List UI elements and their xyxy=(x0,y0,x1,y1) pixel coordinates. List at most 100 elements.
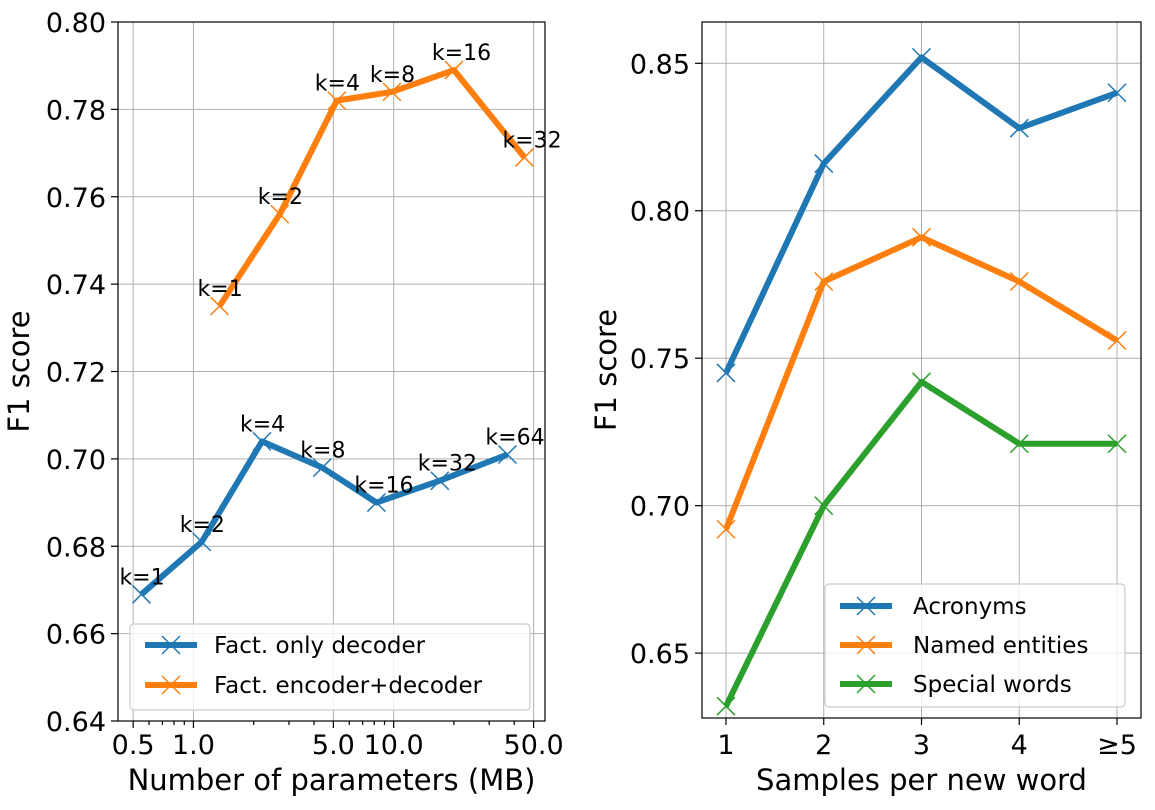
data-point-marker xyxy=(252,431,272,451)
x-tick-label: 50.0 xyxy=(504,730,564,761)
point-annotation: k=1 xyxy=(198,277,243,302)
data-point-marker xyxy=(716,363,736,383)
data-point-marker-stroke-b xyxy=(716,696,736,716)
x-tick-label: 1.0 xyxy=(172,730,215,761)
data-point-marker-stroke-b xyxy=(1107,330,1127,351)
y-tick-label: 0.70 xyxy=(46,445,106,476)
data-point-marker xyxy=(497,444,517,465)
data-point-marker xyxy=(209,296,230,316)
data-point-marker xyxy=(444,60,464,80)
series-line-1 xyxy=(217,67,527,308)
data-point-marker-stroke-b xyxy=(209,296,230,316)
data-point-marker xyxy=(911,47,932,67)
legend-marker-2-stroke-b xyxy=(856,674,876,694)
point-annotation: k=4 xyxy=(240,412,285,437)
legend-label-1: Fact. encoder+decoder xyxy=(214,673,483,699)
data-point-marker-stroke-b xyxy=(430,471,450,491)
data-point-marker xyxy=(911,372,932,392)
legend-marker-0-stroke-b xyxy=(161,635,181,655)
legend: Fact. only decoder Fact. encoder+decoder xyxy=(129,623,531,711)
point-annotation: k=64 xyxy=(485,426,544,451)
legend-frame xyxy=(824,583,1126,708)
y-tick-label: 0.72 xyxy=(46,358,106,389)
legend-label-1: Named entities xyxy=(913,633,1088,659)
data-point-marker-stroke-b xyxy=(1009,118,1029,138)
data-point-marker-stroke-b xyxy=(716,363,736,383)
data-point-marker-stroke-b xyxy=(131,584,151,604)
data-point-marker xyxy=(1107,434,1127,454)
x-tick-label: 4 xyxy=(1011,730,1028,761)
data-point-marker xyxy=(312,458,332,478)
data-point-marker-stroke-b xyxy=(911,227,932,247)
legend-label-2: Special words xyxy=(913,672,1072,698)
y-tick-label: 0.75 xyxy=(630,344,690,375)
data-point-marker xyxy=(1107,330,1127,351)
point-annotation: k=2 xyxy=(180,513,225,538)
data-point-marker-stroke-b xyxy=(1107,83,1127,103)
data-point-marker-stroke-b xyxy=(252,431,272,451)
data-point-marker-stroke-b xyxy=(444,60,464,80)
data-point-marker-stroke-b xyxy=(911,47,932,67)
y-tick-label: 0.78 xyxy=(46,95,106,126)
data-point-marker-stroke-b xyxy=(366,493,386,513)
x-axis-label: Number of parameters (MB) xyxy=(128,763,536,797)
legend-marker-1-stroke-b xyxy=(161,675,181,695)
data-point-marker xyxy=(814,271,834,292)
y-tick-label: 0.85 xyxy=(630,49,690,80)
data-point-marker xyxy=(716,696,736,716)
legend-frame xyxy=(129,623,531,711)
legend-marker-2 xyxy=(856,674,876,694)
data-point-marker-stroke-b xyxy=(1009,434,1029,454)
x-tick-label: 10.0 xyxy=(364,730,424,761)
legend-marker-0-stroke-b xyxy=(856,596,876,616)
legend-marker-1 xyxy=(856,635,876,655)
point-annotation: k=32 xyxy=(418,452,477,477)
left-chart: 0.64 0.66 0.68 0.70 0.72 0.74 0.76 0.78 0.80 0.5 1… xyxy=(2,8,564,797)
legend-marker-1-stroke-b xyxy=(856,635,876,655)
y-tick-label: 0.65 xyxy=(630,639,690,670)
point-annotation: k=1 xyxy=(119,565,164,590)
x-tick-label: 1 xyxy=(717,730,734,761)
y-tick-label: 0.80 xyxy=(630,197,690,228)
data-point-marker xyxy=(514,147,534,167)
data-point-marker xyxy=(1009,434,1029,454)
data-point-marker-stroke-b xyxy=(497,444,517,465)
x-tick-label: 2 xyxy=(815,730,832,761)
x-tick-label: ≥5 xyxy=(1097,730,1137,761)
data-point-marker xyxy=(382,82,402,102)
data-point-marker xyxy=(1107,83,1127,103)
data-point-marker-stroke-b xyxy=(814,496,834,516)
data-point-marker-stroke-b xyxy=(911,372,932,392)
data-point-marker xyxy=(366,493,386,513)
data-point-marker-stroke-b xyxy=(1107,434,1127,454)
legend-marker-0 xyxy=(856,596,876,616)
legend: Acronyms Named entities Special words xyxy=(824,583,1126,708)
data-point-marker-stroke-b xyxy=(814,154,834,174)
data-point-marker xyxy=(814,154,834,174)
data-point-marker xyxy=(131,584,151,604)
data-point-marker-stroke-b xyxy=(327,91,347,111)
point-annotation: k=4 xyxy=(315,72,360,97)
y-tick-label: 0.66 xyxy=(46,620,106,651)
y-tick-label: 0.74 xyxy=(46,270,106,301)
data-point-marker xyxy=(911,227,932,247)
data-point-marker xyxy=(1009,118,1029,138)
data-point-marker-stroke-b xyxy=(1009,271,1029,292)
y-tick-label: 0.76 xyxy=(46,183,106,214)
data-point-marker xyxy=(327,91,347,111)
data-point-marker-stroke-b xyxy=(716,519,736,539)
x-tick-label: 0.5 xyxy=(112,730,155,761)
data-point-marker xyxy=(430,471,450,491)
data-point-marker-stroke-b xyxy=(312,458,332,478)
data-point-marker-stroke-b xyxy=(814,271,834,292)
data-point-marker-stroke-b xyxy=(514,147,534,167)
y-tick-label: 0.70 xyxy=(630,492,690,523)
y-tick-label: 0.68 xyxy=(46,532,106,563)
x-axis-label: Samples per new word xyxy=(756,763,1087,797)
point-annotation: k=16 xyxy=(354,474,413,499)
point-annotation: k=8 xyxy=(370,63,415,88)
legend-marker-1 xyxy=(161,675,181,695)
point-annotation: k=32 xyxy=(502,128,561,153)
point-annotation: k=8 xyxy=(300,439,345,464)
